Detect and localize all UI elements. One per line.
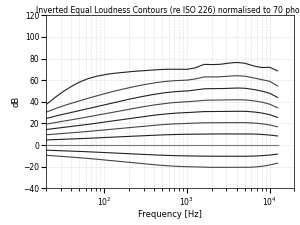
Title: Inverted Equal Loudness Contours (re ISO 226) normalised to 70 phon: Inverted Equal Loudness Contours (re ISO… bbox=[36, 6, 300, 15]
Y-axis label: dB: dB bbox=[12, 96, 21, 108]
X-axis label: Frequency [Hz]: Frequency [Hz] bbox=[139, 210, 202, 219]
